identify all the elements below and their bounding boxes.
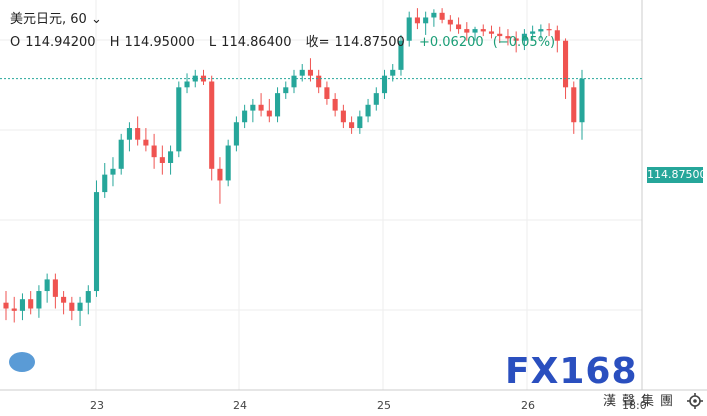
candle-body <box>28 299 34 309</box>
candle-body <box>562 40 569 88</box>
candle-body <box>200 75 207 82</box>
candle-body <box>398 40 404 70</box>
candle-body <box>307 69 314 76</box>
x-tick-label: 23 <box>90 399 104 412</box>
candle-body <box>85 291 91 303</box>
settings-gear-icon[interactable] <box>686 392 704 410</box>
candle-body <box>209 81 215 169</box>
candle-body <box>93 192 100 292</box>
watermark-company: 漢聲集團 <box>603 394 680 409</box>
candle-body <box>579 78 585 123</box>
low-readout: L 114.86400 <box>208 35 292 50</box>
high-readout: H 114.95000 <box>109 35 195 50</box>
candle-body <box>77 302 83 311</box>
candle-body <box>513 38 519 41</box>
candle-body <box>61 296 67 303</box>
candle-body <box>505 36 511 39</box>
symbol-title: 美元日元 <box>10 12 63 27</box>
candle-body <box>381 75 388 94</box>
candle-body <box>52 279 58 297</box>
chevron-down-icon[interactable]: ⌄ <box>90 12 102 27</box>
candle-body <box>126 128 132 140</box>
candle-body <box>168 151 174 163</box>
x-tick-label: 18:0 <box>622 399 647 412</box>
candle-body <box>36 291 42 309</box>
candle-body <box>521 33 527 41</box>
candle-body <box>151 145 157 158</box>
candle-body <box>110 168 116 175</box>
candle-body <box>159 157 165 163</box>
last-price-tag: 114.87500 <box>647 167 707 183</box>
candle-body <box>19 299 26 311</box>
candle-body <box>324 87 330 99</box>
candle-body <box>176 87 182 152</box>
candle-body <box>118 139 124 169</box>
candle-body <box>464 29 470 33</box>
candle-body <box>340 110 346 123</box>
candle-body <box>69 302 75 311</box>
watermark-logo: FX168 <box>505 351 638 392</box>
candle-body <box>299 69 305 76</box>
candle-body <box>472 29 478 33</box>
candle-body <box>571 87 577 123</box>
x-tick-label: 26 <box>521 399 535 412</box>
candle-body <box>266 110 272 117</box>
candle-body <box>143 139 149 146</box>
candle-body <box>431 12 437 18</box>
candle-body <box>554 30 560 41</box>
candle-body <box>3 302 9 309</box>
candle-body <box>316 75 322 88</box>
candle-body <box>488 31 495 34</box>
open-readout: O 114.94200 <box>10 35 96 50</box>
candle-body <box>497 33 503 37</box>
candle-body <box>258 104 264 111</box>
candle-body <box>291 75 297 88</box>
close-readout: 收= 114.87500 <box>305 35 405 50</box>
candle-body <box>217 168 223 181</box>
candle-body <box>233 122 239 146</box>
candle-body <box>530 31 536 34</box>
x-tick-label: 25 <box>377 399 391 412</box>
candle-body <box>538 29 544 32</box>
x-tick-label: 24 <box>233 399 247 412</box>
candle-body <box>135 128 141 140</box>
candle-body <box>447 19 453 25</box>
candle-body <box>274 93 281 117</box>
cloud-logo-icon <box>9 352 35 372</box>
candle-body <box>390 69 396 76</box>
candle-body <box>365 104 371 117</box>
candle-body <box>332 98 338 111</box>
candle-body <box>250 104 256 111</box>
candle-body <box>456 24 462 30</box>
change-readout: +0.06200 (−0.05%) <box>418 35 556 50</box>
candle-body <box>357 116 363 129</box>
candle-body <box>11 308 17 311</box>
candle-body <box>414 17 420 24</box>
candle-body <box>283 87 289 94</box>
candle-body <box>373 93 379 105</box>
candle-body <box>349 122 355 129</box>
interval-label: 60 <box>70 12 87 27</box>
candle-body <box>439 12 445 20</box>
candle-body <box>242 110 248 123</box>
candle-body <box>102 174 108 193</box>
candle-body <box>225 145 231 181</box>
candle-body <box>192 75 198 82</box>
candle-body <box>184 81 190 88</box>
candle-body <box>44 279 50 292</box>
symbol-header[interactable]: 美元日元, 60 ⌄ <box>10 12 102 27</box>
candle-body <box>406 17 412 41</box>
ohlc-readout: O 114.94200 H 114.95000 L 114.86400 收= 114.8… <box>10 31 565 50</box>
candle-body <box>546 29 552 31</box>
candle-body <box>423 17 429 24</box>
candle-body <box>480 29 486 32</box>
